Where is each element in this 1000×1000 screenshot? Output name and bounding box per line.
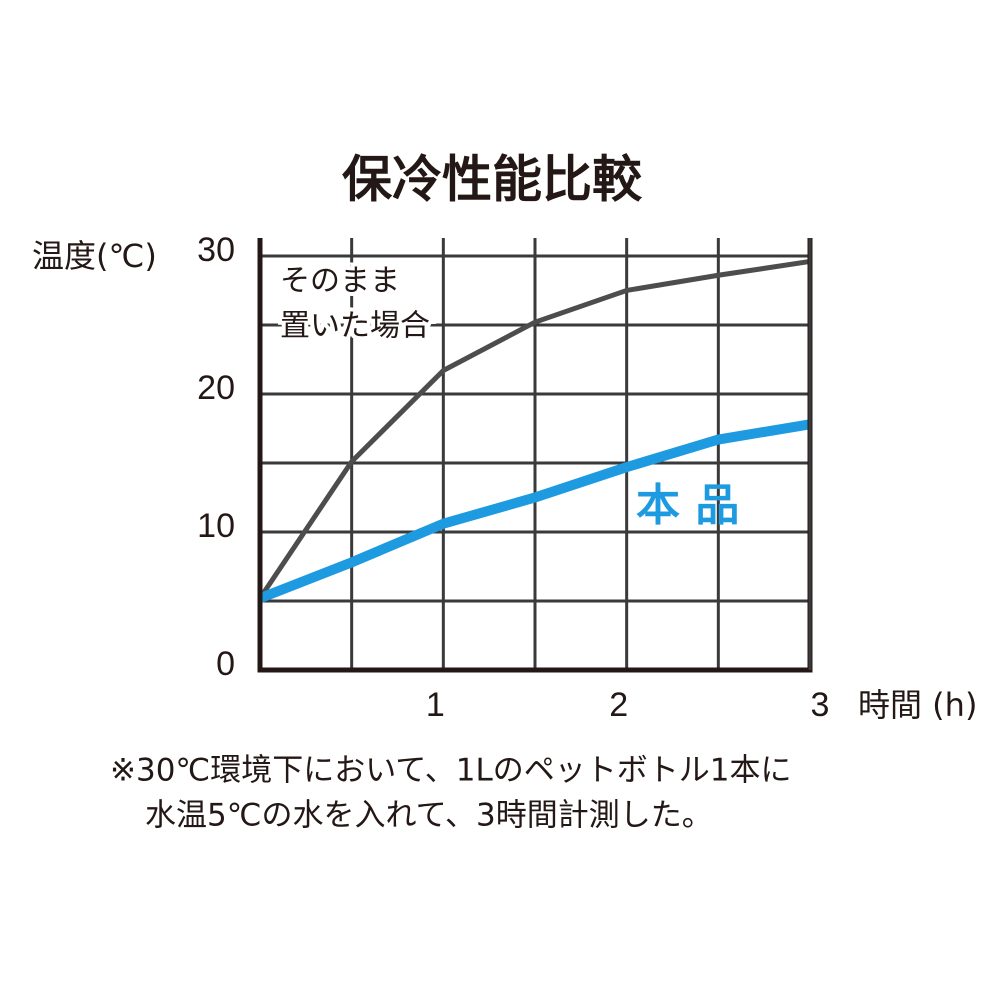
- note: 水温5℃の水を入れて、3時間計測した。: [145, 798, 713, 834]
- x-tick-label: 1: [426, 686, 445, 724]
- series-line: [257, 258, 811, 600]
- x-tick-label: 3: [811, 686, 830, 724]
- chart-title: 保冷性能比較: [342, 151, 643, 209]
- series-label: 置いた場合: [280, 309, 430, 344]
- series-label: 本 品: [636, 480, 739, 531]
- x-axis-label: 時間 (h): [858, 686, 977, 724]
- series-label: そのまま: [280, 264, 400, 299]
- y-tick-label: 20: [197, 369, 235, 407]
- y-axis-label: 温度(℃): [32, 237, 157, 275]
- y-tick-label: 10: [197, 507, 235, 545]
- note: ※30℃環境下において、1Lのペットボトル1本に: [110, 753, 791, 789]
- x-tick-label: 2: [609, 686, 628, 724]
- y-tick-label: 30: [197, 231, 235, 269]
- series-line: [258, 419, 811, 603]
- y-tick-label: 0: [216, 645, 235, 683]
